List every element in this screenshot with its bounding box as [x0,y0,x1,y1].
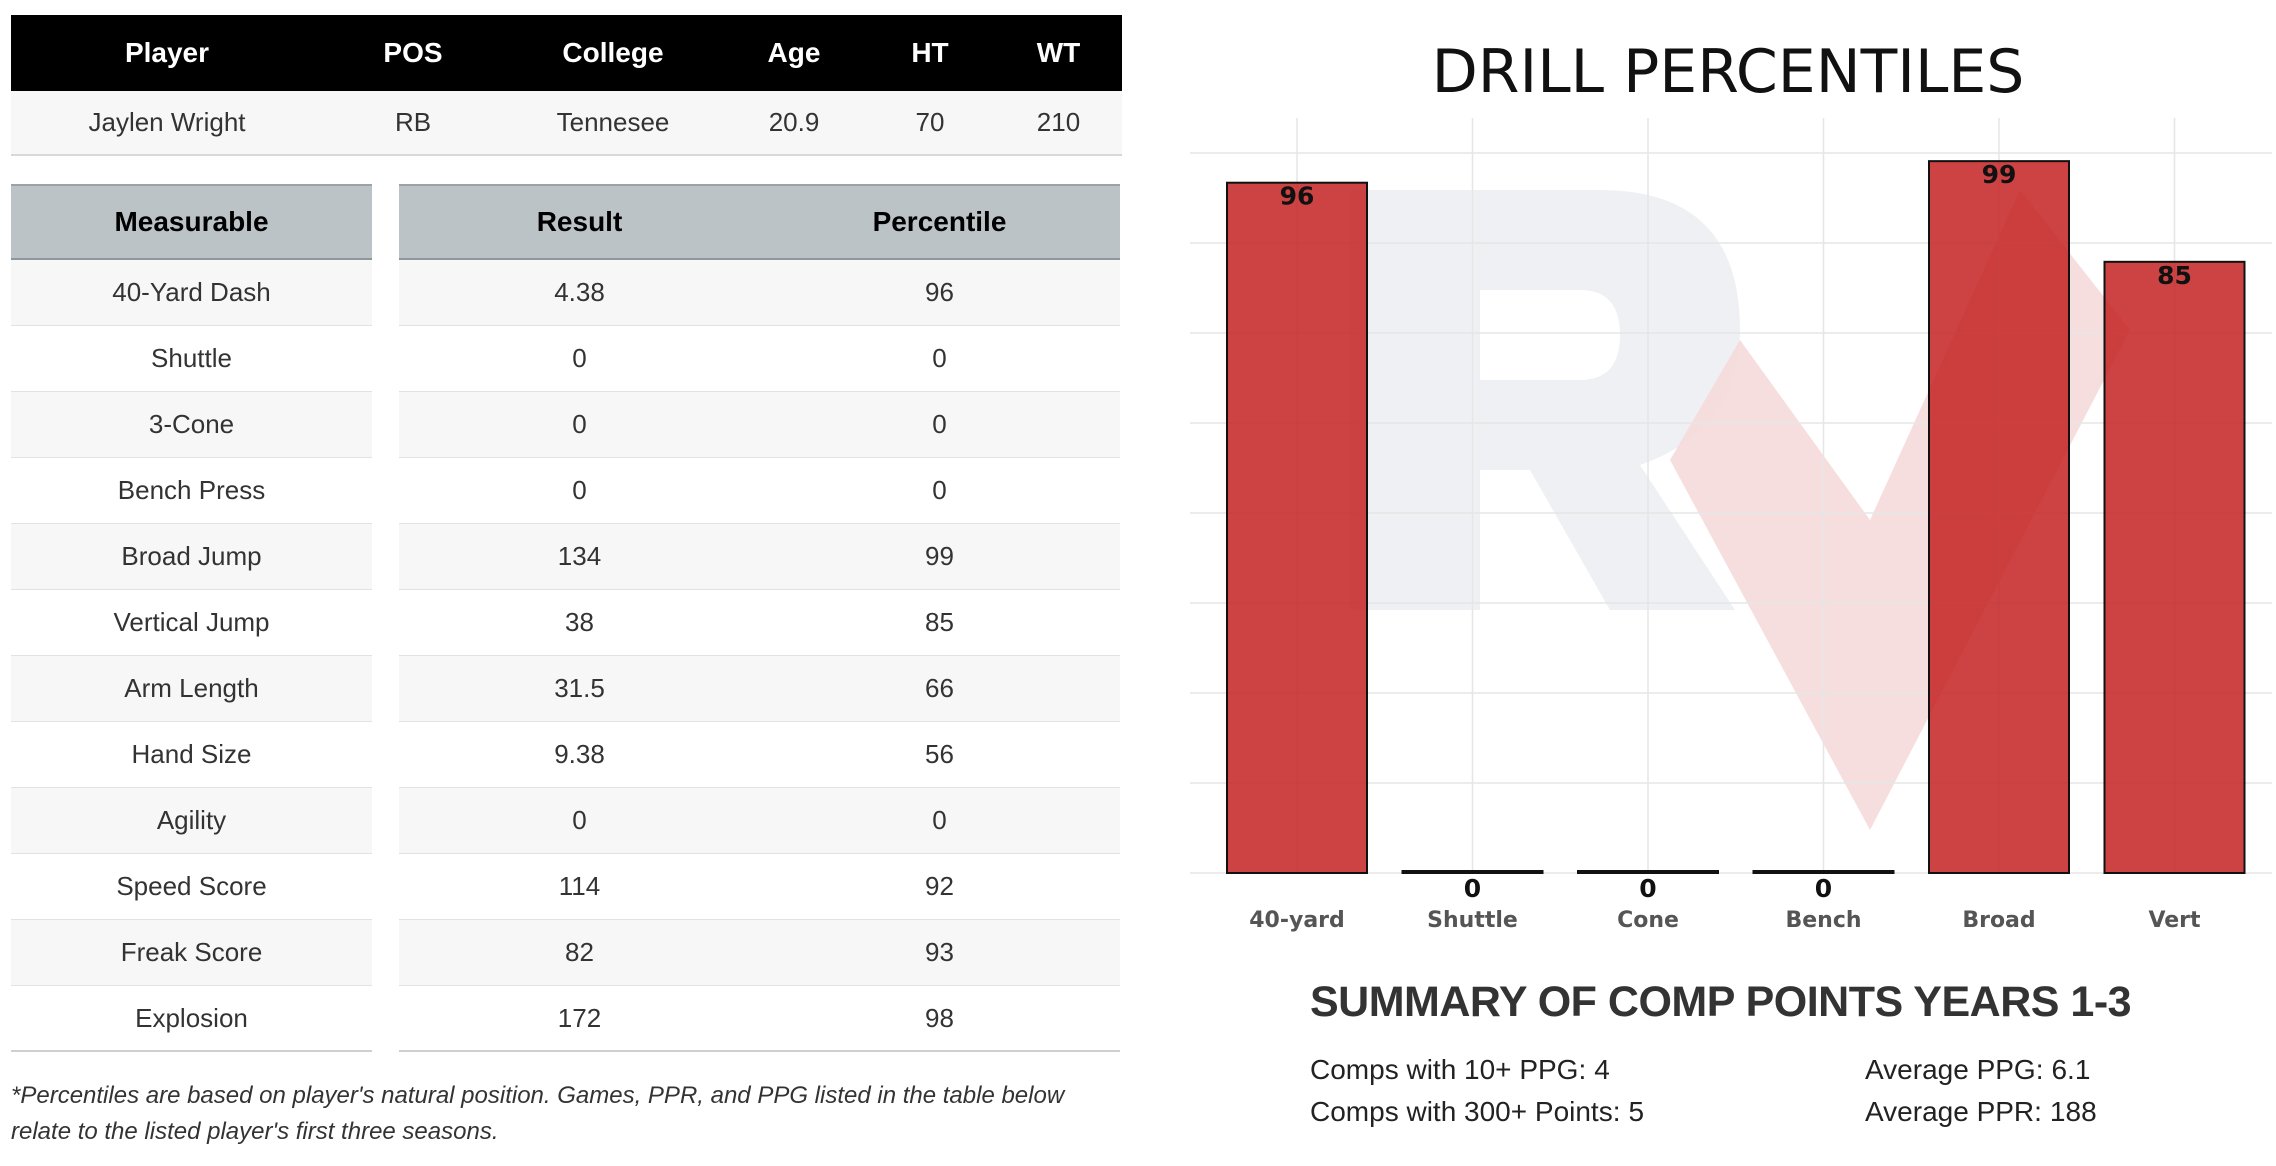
header-player: Player [11,15,323,91]
percentile-cell: 0 [759,392,1120,458]
stat-label: Comps with 10+ PPG: [1310,1054,1587,1085]
player-name: Jaylen Wright [11,91,323,156]
bar-value-label: 0 [1815,874,1832,903]
x-tick-label: Shuttle [1427,908,1518,933]
bar-value-label: 0 [1464,874,1481,903]
percentile-cell: 96 [759,260,1120,326]
result-cell: 9.38 [399,722,760,788]
bar-value-label: 96 [1280,182,1315,211]
player-table-row: Jaylen Wright RB Tennesee 20.9 70 210 [11,91,1122,156]
chart-bars [1226,160,2246,874]
bar-vert [2103,260,2246,874]
stat-comps-10-ppg: Comps with 10+ PPG: 4 [1310,1054,1610,1086]
result-cell: 0 [399,788,760,854]
stat-value: 4 [1594,1054,1610,1085]
measurable-cell: Arm Length [11,656,372,722]
measurable-cell: Freak Score [11,920,372,986]
percentile-cell: 93 [759,920,1120,986]
percentile-column: Percentile 96 0 0 0 99 85 66 56 0 92 93 98 [759,184,1120,1052]
measurable-header: Measurable [11,184,372,260]
result-cell: 31.5 [399,656,760,722]
player-college: Tennesee [503,91,723,156]
measurable-cell: Vertical Jump [11,590,372,656]
stat-value: 188 [2049,1096,2097,1127]
x-tick-label: Cone [1617,908,1679,933]
stat-label: Average PPR: [1865,1096,2042,1127]
player-info-table: Player POS College Age HT WT Jaylen Wrig… [11,15,1122,156]
measurable-cell: Bench Press [11,458,372,524]
measurable-cell: 40-Yard Dash [11,260,372,326]
header-wt: WT [995,15,1122,91]
stat-label: Average PPG: [1865,1054,2044,1085]
measurable-column: Measurable 40-Yard Dash Shuttle 3-Cone Benc… [11,184,372,1052]
x-tick-label: Bench [1785,908,1861,933]
stat-average-ppr: Average PPR: 188 [1865,1096,2097,1128]
percentile-cell: 56 [759,722,1120,788]
bar-value-label: 85 [2157,261,2192,290]
header-ht: HT [865,15,995,91]
result-cell: 114 [399,854,760,920]
player-age: 20.9 [723,91,865,156]
measurable-cell: Shuttle [11,326,372,392]
player-pos: RB [323,91,503,156]
result-cell: 0 [399,458,760,524]
percentile-cell: 98 [759,986,1120,1052]
result-cell: 82 [399,920,760,986]
measurable-cell: Explosion [11,986,372,1052]
measurable-cell: Agility [11,788,372,854]
header-age: Age [723,15,865,91]
result-cell: 172 [399,986,760,1052]
header-pos: POS [323,15,503,91]
bar-40-yard [1226,181,1368,874]
chart-bar-labels: 96 0 0 0 99 85 [1280,160,2192,903]
percentile-cell: 66 [759,656,1120,722]
player-weight: 210 [995,91,1122,156]
header-college: College [503,15,723,91]
stat-value: 6.1 [2051,1054,2091,1085]
result-column: Result 4.38 0 0 0 134 38 31.5 9.38 0 114 82 172 [399,184,760,1052]
summary-title: SUMMARY OF COMP POINTS YEARS 1-3 [1310,978,2132,1026]
result-header: Result [399,184,760,260]
player-height: 70 [865,91,995,156]
bar-bench [1752,870,1895,874]
x-tick-label: Vert [2148,908,2201,933]
bar-broad [1928,160,2070,874]
bar-value-label: 99 [1982,160,2017,189]
stat-comps-300-points: Comps with 300+ Points: 5 [1310,1096,1644,1128]
result-cell: 0 [399,392,760,458]
result-cell: 4.38 [399,260,760,326]
stat-label: Comps with 300+ Points: [1310,1096,1621,1127]
percentile-cell: 0 [759,788,1120,854]
chart-title: DRILL PERCENTILES [1432,37,2025,107]
measurable-cell: Hand Size [11,722,372,788]
chart-x-ticks: 40-yard Shuttle Cone Bench Broad Vert [1249,908,2201,933]
stat-value: 5 [1628,1096,1645,1127]
percentile-cell: 99 [759,524,1120,590]
drill-percentiles-chart: 96 0 0 0 99 85 40-yard Shuttle Cone Bench Broad Ve… [1190,37,2272,933]
measurable-cell: Broad Jump [11,524,372,590]
percentile-cell: 0 [759,326,1120,392]
result-cell: 38 [399,590,760,656]
percentile-cell: 92 [759,854,1120,920]
percentile-cell: 0 [759,458,1120,524]
player-table-header-row: Player POS College Age HT WT [11,15,1122,91]
watermark-letter-r [1350,190,1740,610]
bar-cone [1577,870,1719,874]
stat-average-ppg: Average PPG: 6.1 [1865,1054,2090,1086]
footnote: *Percentiles are based on player's natur… [11,1082,1065,1145]
measurable-cell: 3-Cone [11,392,372,458]
bar-value-label: 0 [1639,874,1656,903]
percentile-header: Percentile [759,184,1120,260]
result-cell: 134 [399,524,760,590]
result-cell: 0 [399,326,760,392]
x-tick-label: 40-yard [1249,908,1345,933]
bar-shuttle [1401,870,1544,874]
x-tick-label: Broad [1962,908,2035,933]
measurable-cell: Speed Score [11,854,372,920]
percentile-cell: 85 [759,590,1120,656]
